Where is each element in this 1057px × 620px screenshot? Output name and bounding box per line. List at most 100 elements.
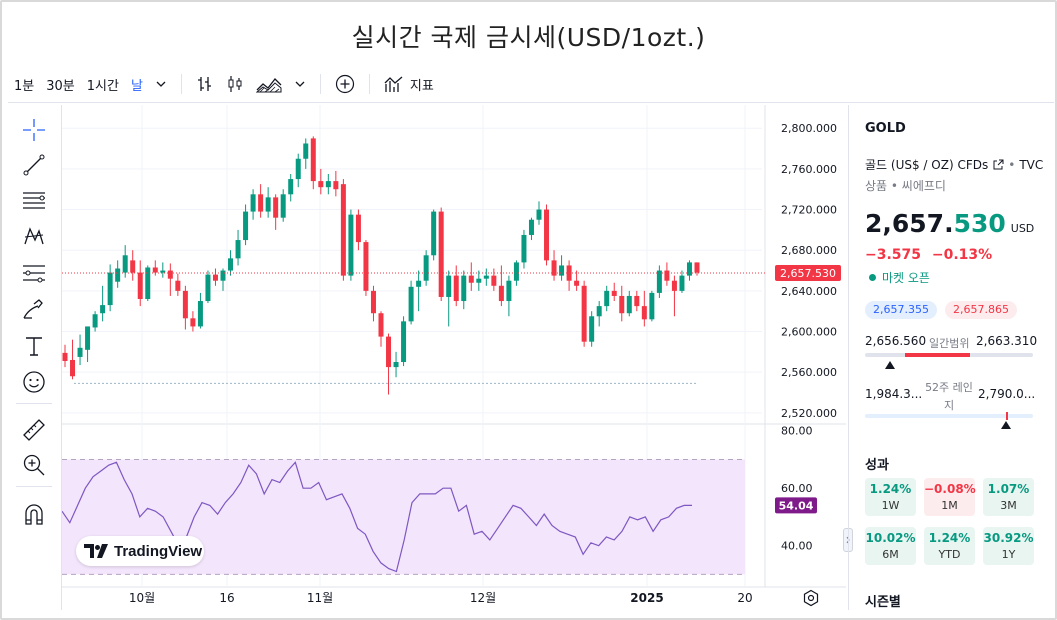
pattern-tool-button[interactable] [21, 224, 47, 250]
candle [115, 260, 121, 288]
day-low: 2,656.560 [865, 334, 927, 348]
interval-1m-button[interactable]: 1분 [14, 78, 35, 94]
candle-body [130, 260, 136, 273]
candle [130, 250, 136, 281]
settings-icon [803, 589, 819, 607]
indicators-button[interactable]: 지표 [378, 71, 440, 97]
chart-settings-button[interactable] [802, 589, 820, 607]
bar-chart-style-button[interactable] [190, 71, 220, 97]
candle [85, 326, 91, 363]
price-labels: 2,657.530 [62, 265, 841, 282]
compare-symbol-button[interactable] [329, 71, 361, 97]
candle-body [348, 214, 354, 276]
candle-body [220, 270, 226, 281]
plus-circle-icon [335, 74, 355, 94]
rsi-tick-label: 60.00 [781, 482, 813, 495]
trend-line-tool-button[interactable] [21, 152, 47, 178]
crosshair-icon [23, 119, 45, 141]
candle [528, 217, 534, 241]
area-chart-style-button[interactable] [250, 71, 288, 97]
emoji-tool-button[interactable] [21, 369, 47, 395]
crosshair-tool-button[interactable] [21, 117, 47, 143]
candle [228, 250, 234, 276]
candle [438, 207, 444, 302]
candle-body [551, 260, 557, 276]
candle-body [363, 242, 369, 291]
interval-1h-button[interactable]: 1시간 [86, 78, 119, 94]
candle-body [604, 290, 610, 307]
tradingview-logo[interactable]: TradingView [76, 536, 204, 566]
symbol-category: 상품 • 씨에프디 [865, 179, 946, 193]
smiley-icon [23, 371, 45, 393]
day-range-label: 일간범위 [929, 337, 970, 350]
brush-icon [23, 299, 43, 319]
performance-value: 30.92% [983, 531, 1034, 545]
candle [340, 179, 346, 281]
chart-canvas[interactable]: 2,800.000 2,760.000 2,720.000 2,680.000 2,64… [61, 105, 846, 610]
external-link-icon[interactable] [992, 159, 1004, 171]
candle-body [446, 275, 452, 297]
candle-body [340, 184, 346, 276]
text-icon [26, 337, 42, 356]
candle-body [536, 209, 542, 220]
candle-body [686, 262, 692, 276]
symbol-name[interactable]: 골드 (US$ / OZ) CFDs [865, 158, 989, 172]
brush-tool-button[interactable] [21, 297, 47, 323]
candle-body [273, 197, 279, 218]
candle [205, 270, 211, 304]
candle [197, 292, 203, 329]
candle-body [333, 181, 339, 190]
candle [288, 173, 294, 202]
toolbar-divider [16, 486, 52, 487]
text-tool-button[interactable] [21, 333, 47, 359]
interval-dropdown-button[interactable] [149, 71, 173, 97]
candle-chart-style-button[interactable] [220, 71, 250, 97]
candle-body [182, 290, 188, 319]
candle-body [370, 290, 376, 314]
performance-tile-6m[interactable]: 10.02% 6M [865, 527, 916, 565]
candle [446, 270, 452, 327]
time-tick-label: 16 [219, 591, 234, 605]
day-range-fill [905, 353, 970, 357]
performance-tile-3m[interactable]: 1.07% 3M [983, 478, 1034, 516]
candle [596, 301, 602, 327]
candle-body [559, 265, 565, 276]
performance-tile-1y[interactable]: 30.92% 1Y [983, 527, 1034, 565]
performance-tile-ytd[interactable]: 1.24% YTD [924, 527, 975, 565]
performance-tile-1m[interactable]: −0.08% 1M [924, 478, 976, 516]
candle-body [431, 211, 437, 256]
ruler-tool-button[interactable] [21, 417, 47, 443]
magnet-tool-button[interactable] [21, 501, 47, 527]
candle-body [295, 158, 301, 180]
performance-tile-1w[interactable]: 1.24% 1W [865, 478, 916, 516]
projection-tool-button[interactable] [21, 260, 47, 286]
candle-body [679, 275, 685, 291]
candle-body [325, 181, 331, 188]
price-tick-label: 2,640.000 [781, 285, 837, 298]
fib-tool-button[interactable] [21, 188, 47, 214]
chart-style-dropdown-button[interactable] [288, 71, 312, 97]
performance-value: −0.08% [924, 482, 976, 496]
candle [423, 250, 429, 286]
interval-day-button[interactable]: 날 [130, 78, 143, 94]
candle [544, 204, 550, 266]
candle [634, 290, 640, 312]
interval-30m-button[interactable]: 30분 [46, 78, 75, 94]
candle-body [85, 326, 91, 350]
symbol-ticker[interactable]: GOLD [865, 121, 906, 136]
price-chart[interactable]: 2,800.000 2,760.000 2,720.000 2,680.000 2,64… [61, 105, 846, 610]
zoom-tool-button[interactable] [21, 452, 47, 478]
candle-body [212, 274, 218, 281]
candle [295, 153, 301, 188]
candle [581, 280, 587, 347]
candle-body [491, 275, 497, 286]
candle [566, 260, 572, 291]
time-tick-label: 20 [737, 591, 752, 605]
candle [318, 168, 324, 195]
candle [370, 285, 376, 322]
time-tick-label: 12월 [470, 591, 496, 605]
candle-body [137, 272, 143, 299]
candle [611, 282, 617, 302]
candle [145, 265, 151, 302]
candle-body [310, 138, 316, 182]
